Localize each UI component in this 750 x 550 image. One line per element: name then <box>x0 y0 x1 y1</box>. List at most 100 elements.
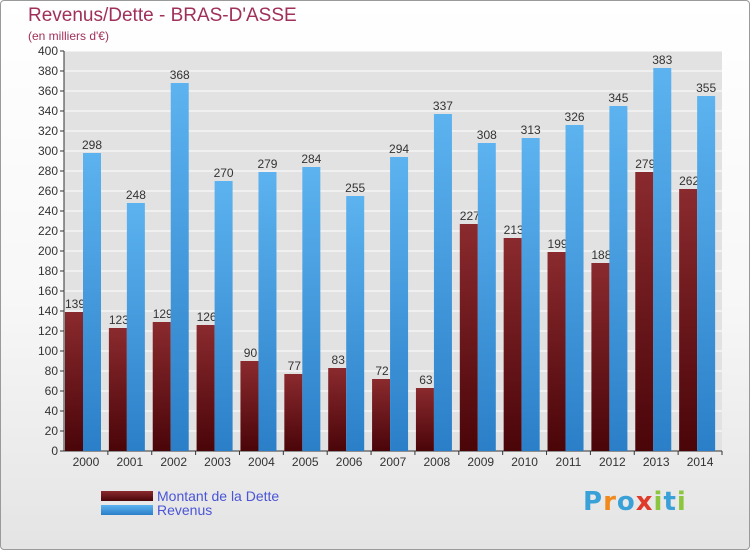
x-tick-label: 2007 <box>380 455 407 469</box>
logo-letter: P <box>583 487 604 517</box>
bar-dette <box>152 322 171 451</box>
y-tick-label: 260 <box>38 184 58 198</box>
data-label: 139 <box>65 297 85 311</box>
bar-revenus <box>346 196 365 451</box>
bar-revenus <box>433 114 452 451</box>
y-tick-label: 160 <box>38 284 58 298</box>
y-tick-label: 240 <box>38 204 58 218</box>
bar-dette <box>679 189 698 451</box>
x-tick-label: 2013 <box>643 455 670 469</box>
y-tick-label: 400 <box>38 44 58 58</box>
data-label: 255 <box>345 181 365 195</box>
bar-dette <box>65 312 83 451</box>
bar-dette <box>284 374 303 451</box>
y-tick-label: 120 <box>38 324 58 338</box>
legend-label-revenus: Revenus <box>157 502 213 518</box>
bar-dette <box>635 172 654 451</box>
bar-dette <box>372 379 391 451</box>
x-tick-label: 2014 <box>687 455 714 469</box>
x-tick-label: 2003 <box>204 455 231 469</box>
x-tick-label: 2002 <box>160 455 187 469</box>
bar-revenus <box>170 83 189 451</box>
bar-revenus <box>258 172 277 451</box>
data-label: 72 <box>375 364 389 378</box>
y-tick-label: 360 <box>38 84 58 98</box>
y-tick-label: 60 <box>45 384 59 398</box>
data-label: 248 <box>126 188 146 202</box>
data-label: 63 <box>419 373 433 387</box>
x-tick-label: 2001 <box>116 455 143 469</box>
bar-revenus <box>565 125 584 451</box>
data-label: 279 <box>635 157 655 171</box>
data-label: 345 <box>608 91 628 105</box>
bar-revenus <box>521 138 540 451</box>
data-label: 368 <box>170 68 190 82</box>
y-tick-label: 180 <box>38 264 58 278</box>
x-tick-label: 2004 <box>248 455 275 469</box>
legend-label-dette: Montant de la Dette <box>157 488 280 504</box>
logo-letter: o <box>616 487 636 517</box>
bar-dette <box>240 361 259 451</box>
data-label: 308 <box>477 128 497 142</box>
proxiti-logo: Proxiti <box>583 487 687 517</box>
data-label: 83 <box>332 353 346 367</box>
y-tick-label: 140 <box>38 304 58 318</box>
x-tick-label: 2011 <box>556 455 582 469</box>
bar-revenus <box>302 167 321 451</box>
bar-dette <box>196 325 215 451</box>
data-label: 270 <box>214 166 234 180</box>
y-tick-label: 320 <box>38 124 58 138</box>
bar-revenus <box>697 96 716 451</box>
x-tick-label: 2009 <box>467 455 494 469</box>
bar-revenus <box>390 157 409 451</box>
bar-revenus <box>126 203 145 451</box>
logo-letter: i <box>653 487 664 517</box>
bar-dette <box>503 238 522 451</box>
bar-revenus <box>477 143 496 451</box>
y-tick-label: 0 <box>51 444 58 458</box>
data-label: 337 <box>433 99 453 113</box>
y-tick-label: 220 <box>38 224 58 238</box>
x-tick-label: 2000 <box>73 455 100 469</box>
logo-letter: i <box>676 487 687 517</box>
bar-dette <box>591 263 610 451</box>
bar-dette <box>328 368 347 451</box>
data-label: 262 <box>679 174 699 188</box>
y-tick-label: 300 <box>38 144 58 158</box>
data-label: 129 <box>153 307 173 321</box>
y-tick-label: 340 <box>38 104 58 118</box>
bar-dette <box>108 328 127 451</box>
y-tick-label: 280 <box>38 164 58 178</box>
bar-revenus <box>83 153 101 451</box>
bar-revenus <box>609 106 628 451</box>
legend-swatch-revenus <box>101 505 153 515</box>
data-label: 326 <box>565 110 585 124</box>
chart-title: Revenus/Dette - BRAS-D'ASSE <box>28 5 297 26</box>
x-tick-label: 2012 <box>599 455 626 469</box>
data-label: 123 <box>109 313 129 327</box>
bar-dette <box>459 224 478 451</box>
data-label: 188 <box>591 248 611 262</box>
data-label: 383 <box>652 53 672 67</box>
data-label: 284 <box>301 152 321 166</box>
logo-letter: t <box>663 487 677 517</box>
bar-revenus <box>653 68 672 451</box>
x-tick-label: 2006 <box>336 455 363 469</box>
data-label: 294 <box>389 142 409 156</box>
x-tick-label: 2010 <box>511 455 538 469</box>
data-label: 126 <box>197 310 217 324</box>
y-tick-label: 80 <box>45 364 59 378</box>
bar-dette <box>547 252 566 451</box>
data-label: 199 <box>548 237 568 251</box>
chart-subtitle: (en milliers d'€) <box>28 29 109 43</box>
data-label: 227 <box>460 209 480 223</box>
data-label: 90 <box>244 346 258 360</box>
data-label: 279 <box>257 157 277 171</box>
x-tick-label: 2005 <box>292 455 319 469</box>
legend-swatch-dette <box>101 491 153 501</box>
bar-dette <box>415 388 434 451</box>
y-tick-label: 200 <box>38 244 58 258</box>
logo-letter: x <box>635 487 654 517</box>
